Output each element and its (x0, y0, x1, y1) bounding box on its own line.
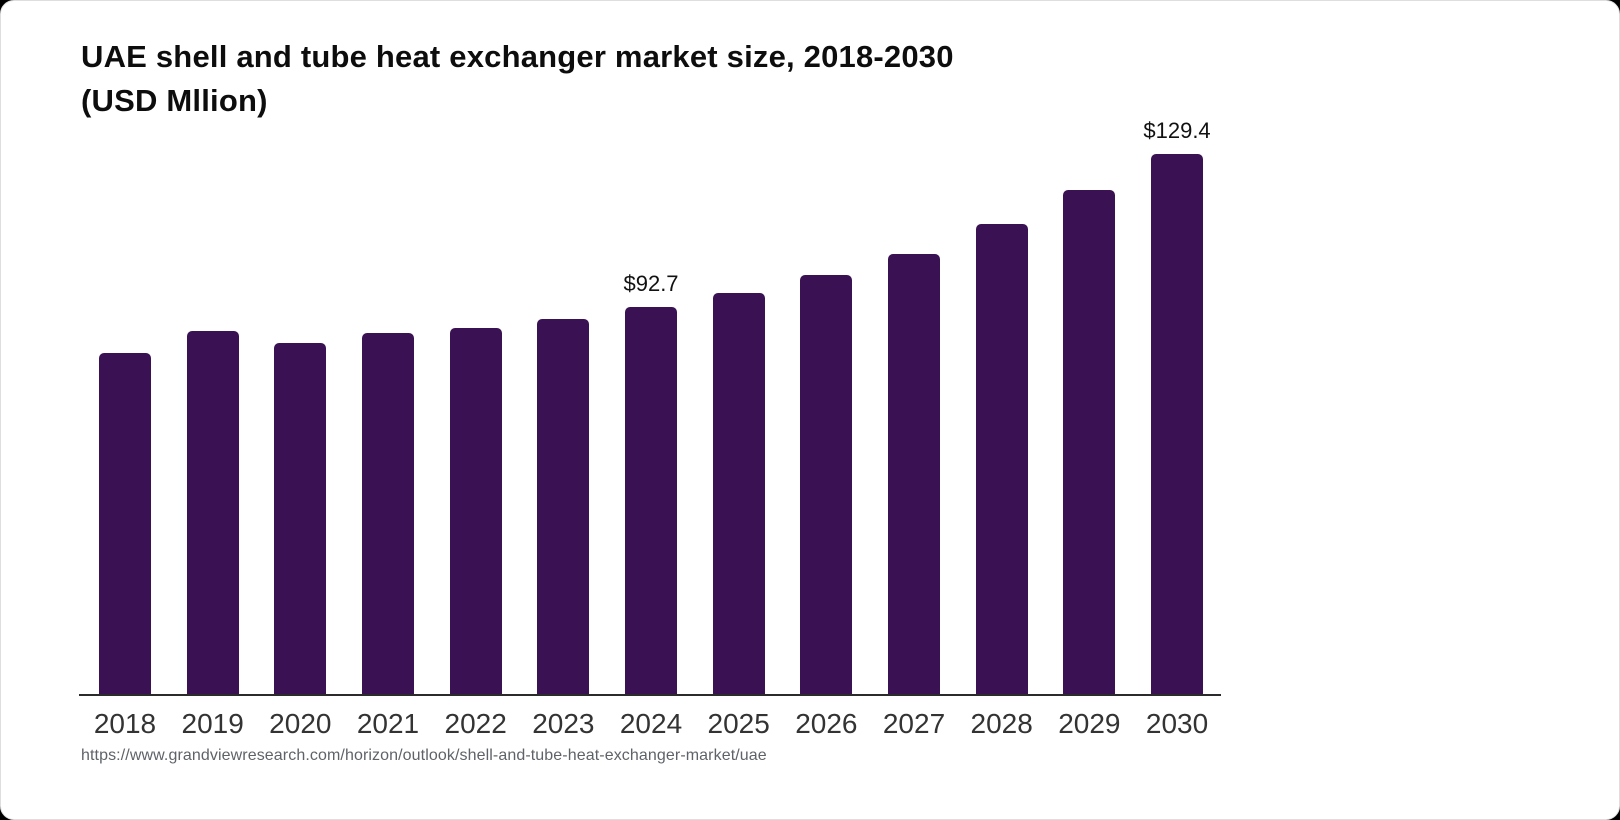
chart-title: UAE shell and tube heat exchanger market… (81, 35, 954, 123)
bar-2028 (975, 224, 1028, 694)
source-url: https://www.grandviewresearch.com/horizo… (81, 747, 767, 764)
year-label-2030: 2030 (1145, 708, 1209, 739)
plot-area: 2018 2019 2020 2021 2022 2023 $92.7 2024 2025 202… (79, 118, 1221, 739)
year-label-2022: 2022 (444, 708, 507, 739)
year-label-2019: 2019 (181, 708, 244, 739)
year-label-2020: 2020 (269, 708, 332, 739)
chart-title-line1: UAE shell and tube heat exchanger market… (81, 39, 954, 74)
value-label-2024: $92.7 (623, 271, 679, 297)
bar-2024 (625, 307, 678, 694)
bar-2027 (888, 254, 941, 694)
bar-2018 (99, 353, 151, 694)
year-label-2026: 2026 (795, 708, 858, 739)
bar-2020 (274, 343, 327, 694)
year-label-2028: 2028 (970, 708, 1033, 739)
bar-2023 (537, 319, 590, 694)
bar-2026 (800, 275, 853, 694)
year-label-2024: 2024 (619, 708, 683, 739)
year-label-2023: 2023 (532, 708, 595, 739)
x-axis-line (79, 694, 1221, 696)
year-label-2025: 2025 (707, 708, 770, 739)
year-label-2021: 2021 (356, 708, 420, 739)
bar-2022 (449, 328, 502, 694)
bar-2021 (362, 333, 414, 694)
year-label-2018: 2018 (93, 708, 157, 739)
chart-title-line2: (USD Mllion) (81, 83, 268, 118)
year-label-2029: 2029 (1058, 708, 1121, 739)
value-label-2030: $129.4 (1143, 118, 1211, 143)
bar-2019 (186, 330, 239, 694)
bar-2030 (1151, 154, 1204, 694)
bar-2025 (712, 292, 765, 694)
year-label-2027: 2027 (882, 708, 946, 739)
bar-2029 (1063, 190, 1116, 694)
